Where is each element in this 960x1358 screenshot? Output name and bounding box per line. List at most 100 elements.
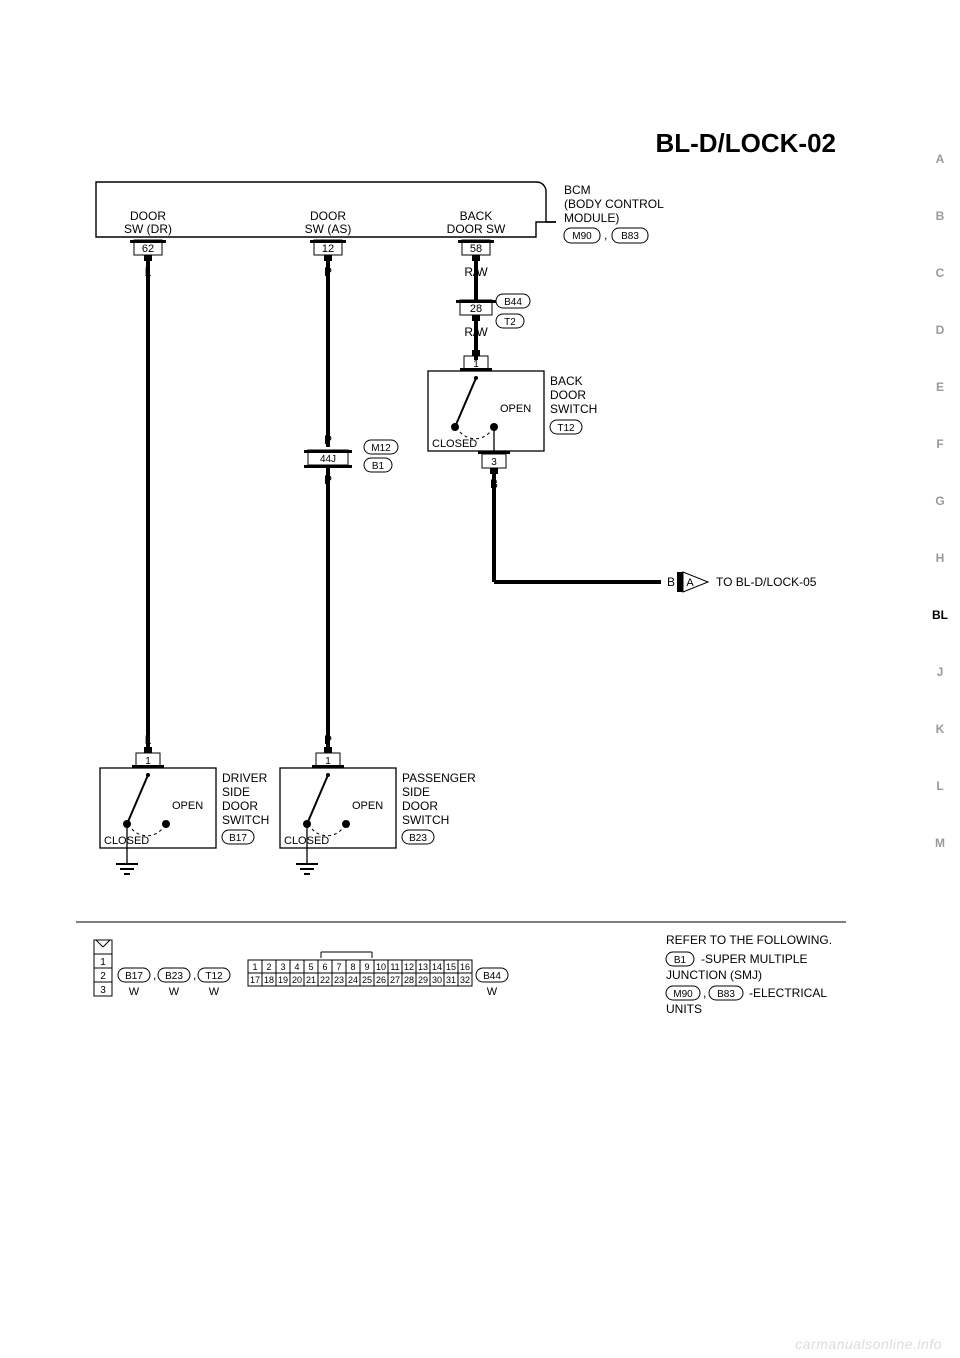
svg-text:19: 19 [278, 975, 288, 985]
svg-text:1: 1 [100, 957, 106, 968]
tab-l[interactable]: L [920, 757, 960, 814]
svg-text:1: 1 [145, 756, 151, 767]
svg-text:W: W [169, 986, 180, 998]
svg-text:OPEN: OPEN [172, 800, 203, 812]
svg-text:CLOSED: CLOSED [432, 438, 477, 450]
svg-text:B44: B44 [504, 297, 522, 308]
svg-text:23: 23 [334, 975, 344, 985]
svg-text:44J: 44J [320, 454, 336, 465]
diagram-title: BL-D/LOCK-02 [655, 128, 836, 158]
section-tabs: ABCDEFGHBLJKLM [920, 130, 960, 871]
tab-e[interactable]: E [920, 358, 960, 415]
svg-text:DOOR: DOOR [222, 799, 258, 813]
svg-text:BACK: BACK [550, 374, 583, 388]
svg-text:24: 24 [348, 975, 358, 985]
svg-text:M12: M12 [371, 443, 391, 454]
footer-refer: REFER TO THE FOLLOWING. B1 -SUPER MULTIP… [666, 933, 832, 1016]
footer-grid: 12345678910111213141516 1718192021222324… [248, 952, 508, 998]
svg-text:DOOR: DOOR [550, 388, 586, 402]
svg-text:1: 1 [325, 756, 331, 767]
svg-text:SIDE: SIDE [402, 785, 430, 799]
svg-text:B1: B1 [674, 955, 687, 966]
svg-text:4: 4 [294, 962, 299, 972]
tab-m[interactable]: M [920, 814, 960, 871]
tab-a[interactable]: A [920, 130, 960, 187]
svg-text:26: 26 [376, 975, 386, 985]
svg-text:T2: T2 [504, 317, 516, 328]
tab-b[interactable]: B [920, 187, 960, 244]
svg-text:15: 15 [446, 962, 456, 972]
svg-text:12: 12 [322, 243, 334, 255]
tab-f[interactable]: F [920, 415, 960, 472]
svg-text:2: 2 [100, 971, 106, 982]
mid-connector: B44 28 T2 [456, 294, 530, 328]
wiring-diagram: BL-D/LOCK-02 BCM (BODY CONTROL MODULE) M… [76, 122, 846, 1252]
tab-g[interactable]: G [920, 472, 960, 529]
svg-text:SWITCH: SWITCH [550, 402, 597, 416]
tab-c[interactable]: C [920, 244, 960, 301]
svg-text:3: 3 [100, 985, 106, 996]
wire-as-bot: P [324, 733, 332, 747]
svg-text:32: 32 [460, 975, 470, 985]
tab-h[interactable]: H [920, 529, 960, 586]
svg-text:21: 21 [306, 975, 316, 985]
svg-text:,: , [153, 968, 156, 982]
svg-text:M90: M90 [673, 989, 693, 1000]
term-as-l2: SW (AS) [305, 222, 352, 236]
footer-vert-conn: 1 2 3 [94, 940, 112, 996]
svg-text:W: W [209, 986, 220, 998]
svg-text:B83: B83 [621, 231, 639, 242]
branch-arrow: A [686, 577, 694, 589]
svg-text:14: 14 [432, 962, 442, 972]
tab-d[interactable]: D [920, 301, 960, 358]
svg-text:10: 10 [376, 962, 386, 972]
bcm-conn-m90: M90 [564, 228, 600, 243]
svg-text:25: 25 [362, 975, 372, 985]
tab-bl[interactable]: BL [920, 586, 960, 643]
svg-text:SWITCH: SWITCH [222, 813, 269, 827]
tab-j[interactable]: J [920, 643, 960, 700]
svg-text:SIDE: SIDE [222, 785, 250, 799]
svg-text:1: 1 [473, 359, 479, 370]
svg-text:,: , [604, 228, 607, 242]
svg-text:B83: B83 [717, 989, 735, 1000]
svg-text:28: 28 [470, 303, 482, 315]
svg-text:28: 28 [404, 975, 414, 985]
svg-text:B1: B1 [372, 461, 385, 472]
svg-text:22: 22 [320, 975, 330, 985]
term-dr-l1: DOOR [130, 209, 166, 223]
svg-text:W: W [487, 986, 498, 998]
svg-text:UNITS: UNITS [666, 1002, 702, 1016]
svg-text:31: 31 [446, 975, 456, 985]
svg-text:8: 8 [350, 962, 355, 972]
svg-text:12: 12 [404, 962, 414, 972]
svg-text:M90: M90 [572, 231, 592, 242]
branch-wire: B [667, 575, 675, 589]
svg-text:B17: B17 [229, 833, 247, 844]
svg-text:1: 1 [252, 962, 257, 972]
bcm-name: BCM [564, 183, 591, 197]
svg-text:-SUPER MULTIPLE: -SUPER MULTIPLE [701, 952, 807, 966]
svg-text:17: 17 [250, 975, 260, 985]
back-door-switch: 1 BACK DOOR SWITCH T12 OPEN CLOSED [428, 350, 597, 491]
svg-text:6: 6 [322, 962, 327, 972]
svg-text:PASSENGER: PASSENGER [402, 771, 476, 785]
wire-dr-bot: L [145, 733, 152, 747]
svg-text:JUNCTION (SMJ): JUNCTION (SMJ) [666, 968, 762, 982]
bcm-desc2: MODULE) [564, 211, 619, 225]
svg-text:P: P [324, 433, 332, 447]
svg-text:T12: T12 [205, 971, 223, 982]
term-bk-l2: DOOR SW [447, 222, 506, 236]
svg-text:W: W [129, 986, 140, 998]
term-bk-l1: BACK [460, 209, 493, 223]
tab-k[interactable]: K [920, 700, 960, 757]
svg-text:3: 3 [491, 457, 497, 468]
svg-text:B44: B44 [483, 971, 501, 982]
svg-text:20: 20 [292, 975, 302, 985]
watermark: carmanualsonline.info [795, 1336, 942, 1352]
footer-vert-labels: B17 , B23 , T12 W W W [118, 968, 230, 998]
branch-to: TO BL-D/LOCK-05 [716, 575, 817, 589]
svg-text:-ELECTRICAL: -ELECTRICAL [749, 986, 827, 1000]
svg-text:27: 27 [390, 975, 400, 985]
driver-door-switch: 1 DRIVER SIDE DOOR SWITCH B17 OPEN CLOSE… [100, 747, 269, 874]
